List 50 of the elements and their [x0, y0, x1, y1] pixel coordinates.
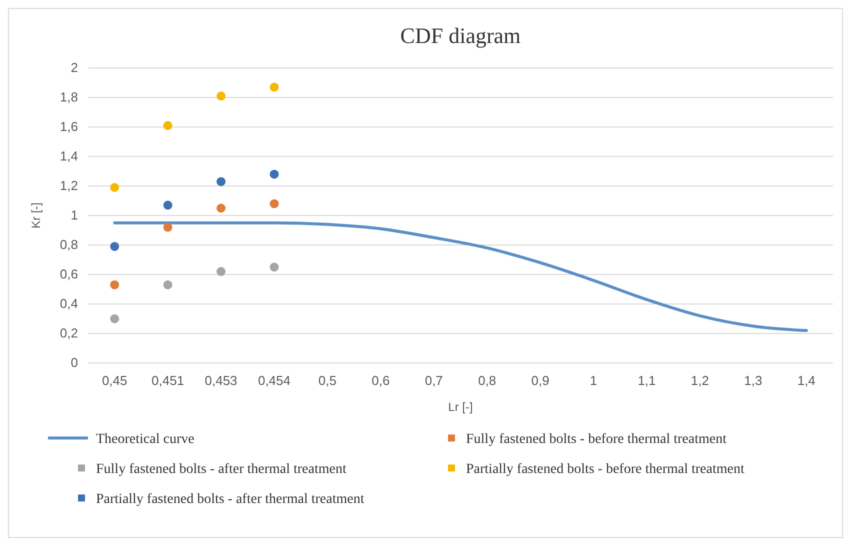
- x-tick-label: 1,2: [690, 373, 710, 388]
- point: [163, 200, 172, 210]
- legend-label: Partially fastened bolts - before thermal treatment: [466, 462, 744, 477]
- point: [163, 280, 172, 290]
- chart-title: CDF diagram: [400, 23, 521, 48]
- point: [163, 121, 172, 130]
- legend-label: Fully fastened bolts - before thermal treatment: [466, 432, 727, 447]
- point: [163, 222, 172, 232]
- point: [270, 262, 279, 272]
- point: [110, 314, 120, 324]
- point: [270, 199, 279, 208]
- y-tick-label: 1,6: [60, 119, 78, 134]
- point: [270, 82, 279, 92]
- y-tick-label: 0,2: [60, 326, 78, 340]
- x-tick-label: 0,8: [478, 373, 496, 388]
- x-tick-label: 0,5: [318, 373, 337, 388]
- point: [216, 204, 226, 213]
- x-tick-label: 1: [590, 373, 598, 388]
- x-axis-title: Lr [-]: [448, 400, 473, 414]
- y-tick-label: 1,4: [60, 148, 78, 164]
- point: [270, 170, 279, 179]
- y-tick-label: 1,8: [60, 90, 78, 104]
- y-tick-label: 2: [70, 60, 78, 75]
- point: [216, 267, 226, 276]
- x-tick-label: 0,7: [424, 373, 443, 388]
- x-tick-label: 1,1: [638, 373, 656, 388]
- x-tick-label: 0,9: [531, 373, 550, 388]
- legend-label: Theoretical curve: [96, 432, 194, 447]
- line-series: [113, 221, 808, 332]
- y-tick-label: 0,8: [60, 237, 78, 252]
- x-tick-label: 1,3: [744, 373, 762, 388]
- x-tick-label: 0,6: [372, 373, 390, 388]
- y-axis-title: Kr [-]: [29, 202, 43, 228]
- legend-label: Fully fastened bolts - after thermal treatment: [96, 462, 346, 477]
- legend-label: Partially fastened bolts - after thermal treatment: [96, 492, 364, 507]
- y-tick-label: 0,6: [60, 266, 78, 282]
- x-tick-label: 0,453: [204, 373, 238, 388]
- x-tick-label: 0,45: [102, 373, 128, 388]
- point: [110, 280, 120, 290]
- point: [110, 242, 120, 251]
- x-tick-label: 0,454: [258, 373, 291, 388]
- y-tick-label: 0,4: [60, 296, 78, 311]
- point: [216, 92, 226, 101]
- x-tick-label: 0,451: [152, 373, 184, 388]
- point: [110, 182, 120, 192]
- y-tick-label: 1,2: [60, 178, 78, 193]
- x-tick-label: 1,4: [797, 373, 816, 388]
- point: [216, 177, 226, 186]
- y-tick-label: 1: [70, 208, 78, 222]
- y-tick-label: 0: [70, 355, 78, 370]
